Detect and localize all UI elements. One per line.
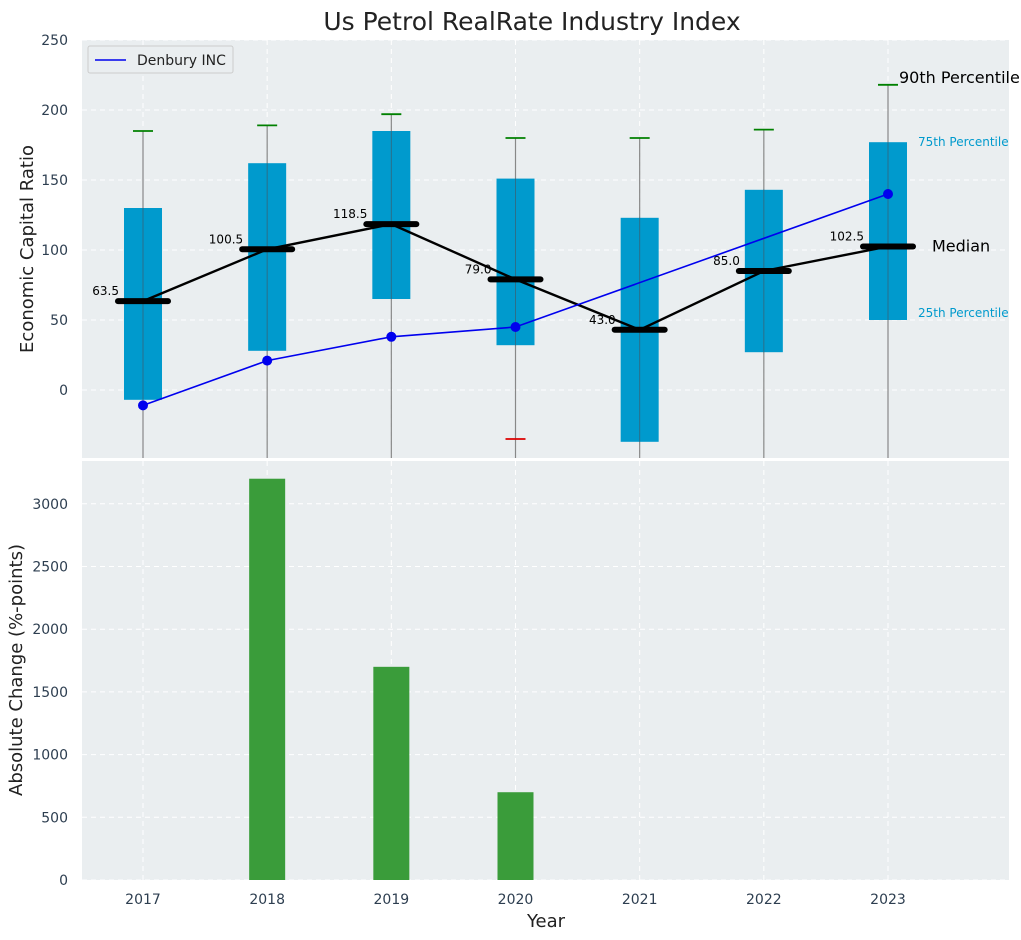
x-tick-2022: 2022 — [746, 892, 782, 908]
chart-title: Us Petrol RealRate Industry Index — [323, 7, 740, 36]
bar-2018 — [249, 478, 286, 880]
bar-2019 — [373, 666, 410, 880]
annotation-p90: 90th Percentile — [899, 68, 1020, 87]
annotation-p25: 25th Percentile — [918, 306, 1009, 320]
box-2018 — [248, 124, 287, 458]
denbury-point — [138, 400, 148, 411]
legend: Denbury INC — [87, 45, 234, 74]
x-tick-2018: 2018 — [249, 892, 285, 908]
box-2020 — [496, 137, 535, 458]
x-tick-labels: 2017 2018 2019 2020 2021 2022 2023 — [125, 892, 906, 908]
median-label-2022: 85.0 — [713, 254, 740, 268]
median-trend-group: 63.5 100.5 118.5 79.0 43.0 85.0 102.5 — [92, 207, 917, 333]
box-2023 — [869, 83, 908, 458]
top-y-tick-labels: 0 50 100 150 200 250 — [41, 33, 68, 399]
x-tick-2023: 2023 — [870, 892, 906, 908]
bottom-y-axis-label: Absolute Change (%-points) — [6, 544, 27, 796]
median-label-2019: 118.5 — [333, 207, 367, 221]
top-y-axis-label: Economic Capital Ratio — [17, 145, 38, 353]
x-tick-2019: 2019 — [374, 892, 410, 908]
annotation-median: Median — [932, 237, 990, 256]
top-y-tick: 50 — [50, 313, 68, 329]
top-y-tick: 150 — [41, 173, 68, 189]
bottom-y-tick: 1500 — [32, 685, 68, 701]
top-y-tick: 250 — [41, 33, 68, 49]
legend-box — [87, 45, 234, 74]
denbury-point — [386, 331, 397, 342]
bar-2020 — [497, 792, 534, 880]
box-2019 — [372, 113, 411, 458]
legend-label-denbury: Denbury INC — [137, 53, 226, 69]
x-axis-label: Year — [526, 911, 566, 932]
denbury-point — [883, 189, 894, 199]
median-label-2018: 100.5 — [209, 232, 243, 246]
percentile-annotations: 90th Percentile 75th Percentile Median 25th… — [899, 68, 1020, 320]
bottom-plot-area — [82, 461, 1009, 880]
top-y-tick: 100 — [41, 243, 68, 259]
median-label-2021: 43.0 — [589, 313, 616, 327]
denbury-point — [510, 322, 521, 332]
x-tick-2020: 2020 — [498, 892, 534, 908]
top-y-tick: 200 — [41, 103, 68, 119]
bottom-y-tick: 0 — [59, 873, 68, 889]
bottom-y-tick: 500 — [41, 810, 68, 826]
bottom-y-tick: 2500 — [32, 560, 68, 576]
annotation-p75: 75th Percentile — [918, 135, 1009, 149]
top-y-tick: 0 — [59, 383, 68, 399]
bottom-y-tick: 3000 — [32, 497, 68, 513]
median-label-2020: 79.0 — [465, 262, 492, 276]
x-tick-2021: 2021 — [622, 892, 658, 908]
median-label-2017: 63.5 — [92, 284, 119, 298]
denbury-point — [262, 355, 273, 366]
denbury-series-group — [138, 189, 894, 411]
bar-group — [249, 478, 534, 880]
bottom-y-tick: 1000 — [32, 748, 68, 764]
x-tick-2017: 2017 — [125, 892, 161, 908]
bottom-y-tick: 2000 — [32, 622, 68, 638]
median-label-2023: 102.5 — [830, 230, 864, 244]
bottom-y-tick-labels: 0 500 1000 1500 2000 2500 3000 — [32, 497, 68, 889]
